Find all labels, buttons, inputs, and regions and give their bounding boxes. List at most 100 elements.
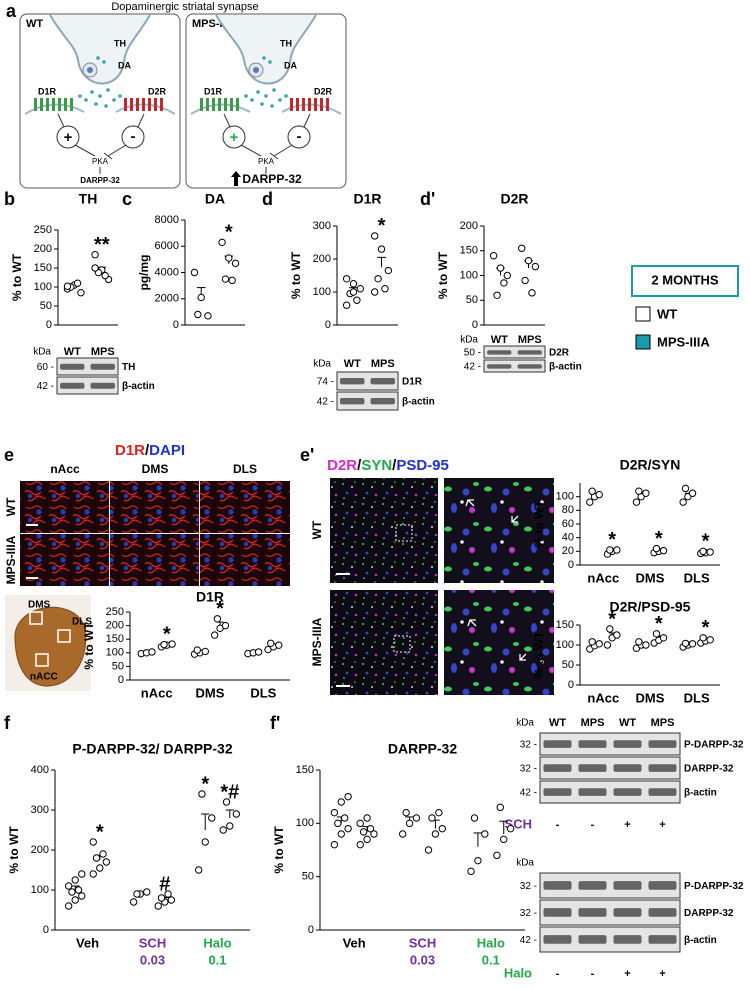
y-tick-label: 6000 xyxy=(155,240,179,252)
schematic-sign: + xyxy=(230,129,239,146)
treatment-sign: + xyxy=(659,968,665,980)
treatment-sign: + xyxy=(659,819,665,831)
data-point xyxy=(221,275,230,283)
lane-label: MPS xyxy=(518,334,542,346)
chart-title: DA xyxy=(205,191,225,207)
dopamine xyxy=(94,102,98,106)
y-tick-label: 50 xyxy=(302,871,314,883)
chart-title: D1R xyxy=(196,589,224,605)
blot-unit: kDa xyxy=(460,335,478,346)
data-point xyxy=(435,808,443,817)
brain-slice xyxy=(14,606,87,687)
lane-label: MPS xyxy=(581,717,605,729)
receptor-d1 xyxy=(224,98,227,111)
dopamine xyxy=(270,104,274,108)
data-point xyxy=(356,285,365,293)
data-point xyxy=(89,838,97,846)
data-point xyxy=(64,902,73,910)
micrograph xyxy=(330,478,438,583)
y-tick-label: 100 xyxy=(106,647,124,659)
data-point xyxy=(496,264,505,272)
y-tick-label: 80 xyxy=(562,504,574,516)
blot-band xyxy=(340,398,365,405)
row-label: MPS-IIIA xyxy=(4,535,18,584)
receptor-d1 xyxy=(34,98,37,111)
effect-circle xyxy=(121,125,145,149)
data-point xyxy=(168,640,176,648)
lane-label: WT xyxy=(64,346,81,358)
schematic-text: D2R xyxy=(148,86,167,96)
data-point xyxy=(706,636,714,644)
data-point xyxy=(201,838,209,846)
data-point xyxy=(194,310,202,319)
roi xyxy=(57,629,71,643)
dopamine xyxy=(84,98,88,102)
data-point xyxy=(225,254,233,262)
y-tick-label: 100 xyxy=(556,639,574,651)
data-point xyxy=(71,876,79,884)
data-point xyxy=(211,631,219,639)
y-tick-label: 300 xyxy=(31,804,49,816)
data-point xyxy=(148,648,156,656)
data-point xyxy=(190,268,199,277)
blot-band xyxy=(578,881,607,890)
treatment-sign: - xyxy=(591,968,595,980)
receptor-d1 xyxy=(206,98,209,111)
y-tick-label: 400 xyxy=(31,764,49,776)
dopamine xyxy=(260,102,264,106)
panel-label: c xyxy=(122,189,132,209)
data-point xyxy=(167,896,176,904)
y-tick-label: 100 xyxy=(460,269,478,281)
treatment-sign: - xyxy=(556,819,560,831)
schematic-text: PKA xyxy=(258,157,275,166)
x-tick-label: SCH xyxy=(409,935,436,950)
blot-band xyxy=(370,378,395,385)
data-point xyxy=(688,640,697,648)
blot-band xyxy=(487,350,512,355)
data-point xyxy=(381,285,389,293)
blot-strip xyxy=(56,376,119,395)
blot-label: P-DARPP-32 xyxy=(684,740,744,751)
blot-strip xyxy=(483,345,546,359)
data-point xyxy=(194,866,203,874)
y-tick-label: 40 xyxy=(562,532,574,544)
blot-band xyxy=(60,363,85,370)
schematic-text: DARPP-32 xyxy=(80,176,120,185)
y-tick-label: 150 xyxy=(106,633,124,645)
dopamine xyxy=(78,94,82,98)
receptor-d2 xyxy=(290,98,293,111)
data-point xyxy=(219,826,227,834)
image-title: D1R/DAPI xyxy=(115,442,185,459)
y-tick-label: 0 xyxy=(173,319,179,331)
dopamine xyxy=(104,104,108,108)
data-point xyxy=(652,544,661,553)
receptor-d1 xyxy=(212,98,215,111)
data-point xyxy=(344,824,352,833)
x-tick-sublabel: 0.03 xyxy=(410,952,435,967)
data-point xyxy=(588,638,596,646)
blot-band xyxy=(648,908,677,917)
dopamine xyxy=(262,56,266,60)
x-tick-label: Veh xyxy=(343,935,366,950)
schematic-sign: - xyxy=(131,128,136,145)
treatment-label: Halo xyxy=(504,965,532,980)
y-tick-label: 200 xyxy=(460,220,478,232)
roi-label: nACC xyxy=(30,672,58,683)
receptor-d1 xyxy=(218,98,221,111)
legend-label: WT xyxy=(657,306,677,321)
presynaptic-terminal xyxy=(215,14,317,85)
data-point xyxy=(133,890,141,898)
data-point xyxy=(353,296,361,304)
data-point xyxy=(330,808,339,817)
y-tick-label: 0 xyxy=(568,679,574,691)
data-point xyxy=(157,894,166,902)
presynaptic-terminal xyxy=(49,14,151,85)
legend-swatch xyxy=(635,306,651,322)
data-point xyxy=(356,819,364,828)
blot-unit: kDa xyxy=(516,718,534,729)
blot-band xyxy=(613,764,642,772)
lane-label: MPS xyxy=(371,358,395,370)
blot-band xyxy=(648,935,677,944)
blot-label: TH xyxy=(122,362,135,373)
data-point xyxy=(632,498,641,506)
